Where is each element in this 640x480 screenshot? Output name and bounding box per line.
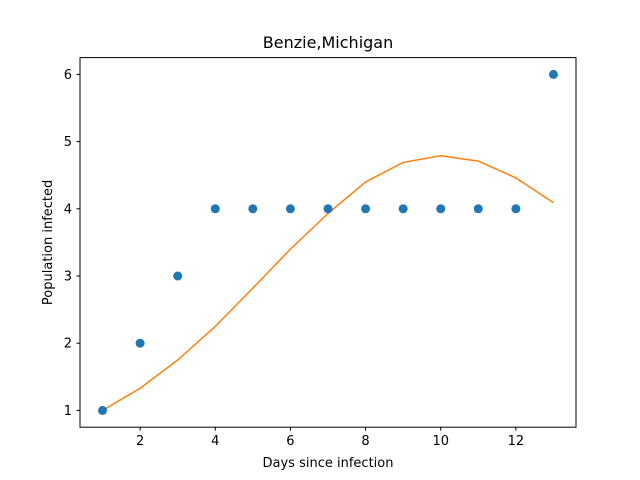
data-point [210, 204, 220, 214]
data-point [511, 204, 521, 214]
y-tick-label: 1 [64, 404, 72, 419]
series-line [102, 154, 554, 412]
y-tick-label: 5 [64, 135, 72, 150]
x-tick-label: 12 [508, 434, 525, 449]
plot-frame [79, 57, 577, 428]
data-point [135, 338, 145, 348]
x-tick-label: 2 [136, 434, 144, 449]
data-point [548, 69, 558, 79]
data-point [285, 204, 295, 214]
x-tick-label: 8 [361, 434, 369, 449]
y-tick-label: 2 [64, 337, 72, 352]
chart-title: Benzie,Michigan [263, 33, 393, 52]
y-axis-title: Population infected [41, 180, 56, 305]
data-point [473, 204, 483, 214]
x-tick-label: 10 [432, 434, 449, 449]
x-axis-title: Days since infection [263, 456, 394, 471]
x-tick-label: 6 [286, 434, 294, 449]
data-point [398, 204, 408, 214]
data-point [323, 204, 333, 214]
data-point [436, 204, 446, 214]
y-tick-label: 6 [64, 68, 72, 83]
data-point [173, 271, 183, 281]
y-tick-label: 4 [64, 202, 72, 217]
data-point [248, 204, 258, 214]
data-point [361, 204, 371, 214]
x-tick-label: 4 [211, 434, 219, 449]
plot-area [98, 69, 558, 415]
data-point [98, 405, 108, 415]
y-tick-label: 3 [64, 270, 72, 285]
